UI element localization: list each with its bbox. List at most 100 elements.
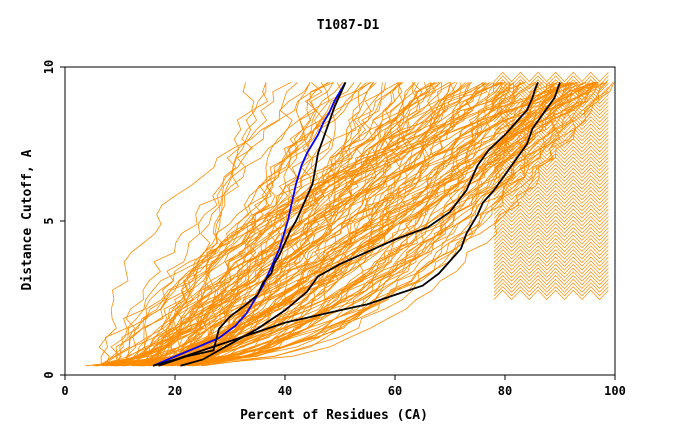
background-model-curve bbox=[120, 82, 510, 367]
series-line-3 bbox=[152, 82, 561, 367]
background-model-curve bbox=[493, 116, 609, 127]
background-model-curve bbox=[493, 130, 609, 142]
chart-title: T1087-D1 bbox=[317, 18, 380, 33]
background-model-curve bbox=[493, 252, 609, 264]
background-model-curve bbox=[493, 223, 609, 234]
y-tick-label: 5 bbox=[42, 217, 56, 224]
background-model-curve bbox=[149, 82, 595, 367]
background-model-curve bbox=[493, 189, 609, 201]
background-model-curve bbox=[157, 82, 570, 367]
background-model-curve bbox=[175, 82, 416, 367]
background-model-curve bbox=[182, 82, 607, 367]
background-model-curve bbox=[182, 82, 597, 366]
background-model-curve bbox=[156, 82, 574, 366]
background-model-curve bbox=[493, 145, 609, 156]
background-model-curve bbox=[124, 82, 569, 367]
background-model-curve bbox=[147, 82, 458, 367]
background-model-curve bbox=[125, 82, 331, 367]
background-model-curve bbox=[493, 267, 609, 278]
background-model-curve bbox=[98, 82, 334, 366]
background-model-curve bbox=[493, 164, 609, 175]
x-axis-label: Percent of Residues (CA) bbox=[240, 408, 428, 423]
background-model-curve bbox=[190, 82, 511, 367]
x-tick-label: 100 bbox=[604, 384, 626, 398]
background-model-curve bbox=[493, 182, 609, 193]
background-model-curve bbox=[164, 82, 403, 367]
background-model-curve bbox=[493, 119, 609, 131]
background-model-curve bbox=[493, 208, 609, 219]
background-model-curve bbox=[493, 226, 609, 238]
background-model-curve bbox=[493, 71, 609, 83]
background-model-curve bbox=[93, 82, 435, 367]
background-model-curve bbox=[493, 167, 609, 179]
background-model-curve bbox=[110, 82, 596, 367]
background-model-curve bbox=[493, 141, 609, 153]
background-model-curve bbox=[493, 193, 609, 204]
background-model-curve bbox=[493, 123, 609, 134]
background-model-curve bbox=[189, 82, 370, 367]
background-curves bbox=[85, 71, 615, 367]
background-model-curve bbox=[493, 249, 609, 260]
background-model-curve bbox=[101, 82, 598, 367]
background-model-curve bbox=[493, 175, 609, 186]
background-model-curve bbox=[493, 134, 609, 145]
background-model-curve bbox=[139, 82, 515, 367]
background-model-curve bbox=[493, 245, 609, 256]
background-model-curve bbox=[177, 82, 521, 367]
background-model-curve bbox=[113, 82, 494, 367]
highlighted-curves bbox=[152, 81, 561, 367]
y-tick-label: 0 bbox=[42, 371, 56, 378]
background-model-curve bbox=[493, 138, 609, 149]
background-model-curve bbox=[101, 82, 491, 367]
background-model-curve bbox=[122, 82, 590, 367]
background-model-curve bbox=[493, 112, 609, 123]
background-model-curve bbox=[111, 82, 514, 367]
background-model-curve bbox=[174, 82, 485, 367]
background-model-curve bbox=[493, 230, 609, 241]
background-model-curve bbox=[493, 289, 609, 301]
background-model-curve bbox=[493, 108, 609, 119]
background-model-curve bbox=[158, 82, 599, 367]
x-tick-label: 40 bbox=[278, 384, 292, 398]
background-model-curve bbox=[144, 82, 504, 367]
background-model-curve bbox=[493, 215, 609, 227]
background-model-curve bbox=[177, 82, 584, 367]
background-model-curve bbox=[493, 79, 609, 90]
background-model-curve bbox=[115, 82, 577, 366]
background-model-curve bbox=[173, 82, 484, 367]
x-tick-label: 80 bbox=[498, 384, 512, 398]
background-model-curve bbox=[109, 82, 403, 367]
background-model-curve bbox=[493, 241, 609, 253]
background-model-curve bbox=[137, 82, 269, 367]
background-model-curve bbox=[493, 160, 609, 171]
background-model-curve bbox=[493, 171, 609, 182]
background-model-curve bbox=[493, 75, 609, 86]
series-line-0 bbox=[152, 81, 347, 367]
y-axis-label: Distance Cutoff, A bbox=[20, 149, 35, 290]
background-model-curve bbox=[493, 274, 609, 286]
x-axis-ticks: 0 20 40 60 80 100 bbox=[61, 375, 626, 398]
background-model-curve bbox=[493, 256, 609, 267]
background-model-curve bbox=[493, 127, 609, 138]
background-model-curve bbox=[493, 93, 609, 105]
background-model-curve bbox=[493, 201, 609, 212]
background-model-curve bbox=[493, 186, 609, 197]
background-model-curve bbox=[493, 86, 609, 97]
background-model-curve bbox=[493, 152, 609, 164]
background-model-curve bbox=[493, 263, 609, 275]
background-model-curve bbox=[185, 82, 436, 366]
background-model-curve bbox=[493, 260, 609, 271]
background-model-curve bbox=[493, 282, 609, 293]
x-tick-label: 0 bbox=[61, 384, 68, 398]
background-model-curve bbox=[165, 82, 599, 367]
background-model-curve bbox=[139, 82, 594, 367]
background-model-curve bbox=[122, 82, 386, 367]
background-model-curve bbox=[172, 82, 571, 367]
background-model-curve bbox=[493, 101, 609, 112]
background-model-curve bbox=[168, 82, 495, 367]
background-model-curve bbox=[493, 238, 609, 249]
x-tick-label: 60 bbox=[388, 384, 402, 398]
y-axis-ticks: 0 5 10 bbox=[42, 60, 65, 379]
